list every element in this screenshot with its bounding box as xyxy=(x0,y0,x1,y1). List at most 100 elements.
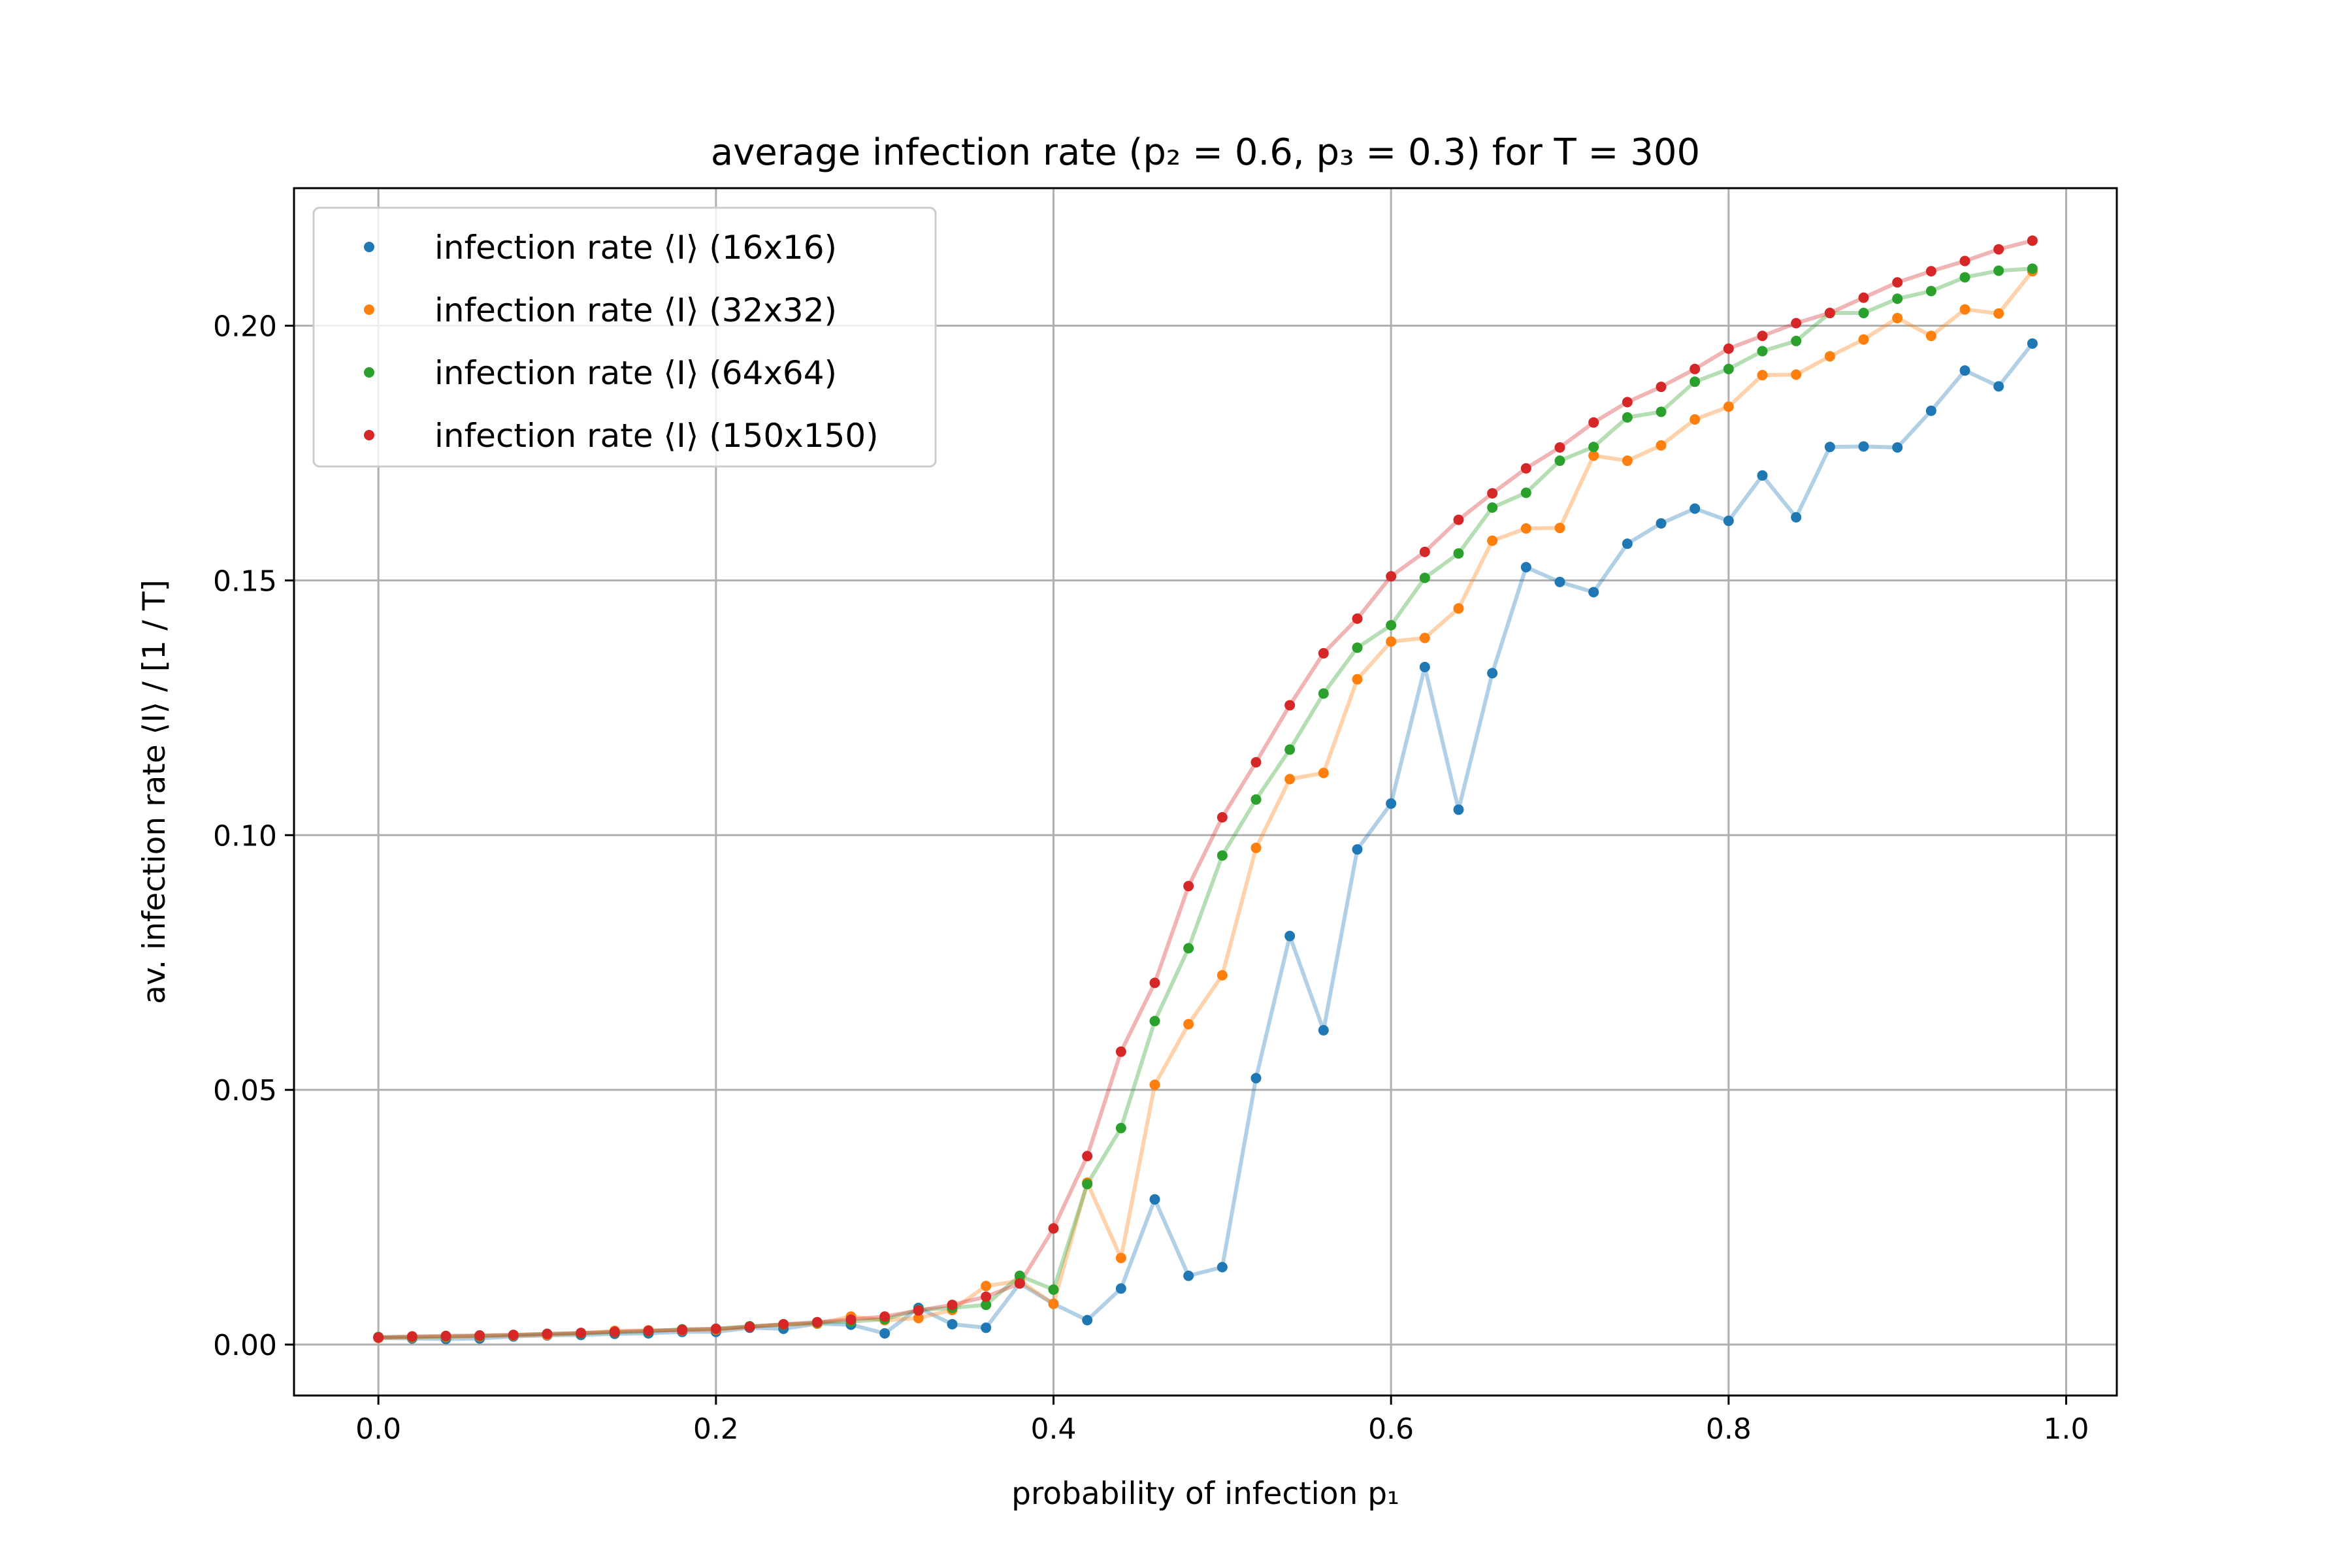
data-point-series-1 xyxy=(1723,401,1734,412)
data-point-series-3 xyxy=(1622,397,1633,408)
data-point-series-2 xyxy=(1858,308,1869,319)
y-tick-label: 0.05 xyxy=(213,1074,277,1107)
data-point-series-1 xyxy=(1690,414,1701,425)
data-point-series-0 xyxy=(1250,1073,1262,1084)
data-point-series-2 xyxy=(1791,335,1802,346)
data-point-series-0 xyxy=(1217,1262,1228,1273)
data-point-series-3 xyxy=(2027,235,2038,246)
data-point-series-3 xyxy=(1386,571,1397,582)
data-point-series-1 xyxy=(913,1313,924,1324)
data-point-series-1 xyxy=(1757,370,1768,381)
data-point-series-0 xyxy=(1824,442,1835,453)
data-point-series-3 xyxy=(1959,255,1970,267)
data-point-series-3 xyxy=(474,1330,485,1341)
data-point-series-2 xyxy=(1520,487,1531,498)
data-point-series-3 xyxy=(542,1328,553,1339)
data-point-series-2 xyxy=(1892,293,1903,304)
data-point-series-0 xyxy=(1925,405,1936,416)
data-point-series-2 xyxy=(1588,442,1599,453)
data-point-series-0 xyxy=(1318,1024,1329,1036)
data-point-series-3 xyxy=(744,1321,755,1332)
plot-frame xyxy=(293,187,2118,1397)
legend-marker-2 xyxy=(364,367,374,378)
data-point-series-2 xyxy=(1959,272,1970,283)
data-point-series-2 xyxy=(1487,502,1498,513)
data-point-series-3 xyxy=(1588,417,1599,428)
data-point-series-1 xyxy=(1622,455,1633,466)
data-point-series-2 xyxy=(1925,286,1936,297)
legend-label-3: infection rate ⟨I⟩ (150x150) xyxy=(434,417,879,455)
data-point-series-0 xyxy=(1791,512,1802,523)
data-point-series-3 xyxy=(1892,277,1903,288)
legend-label-1: infection rate ⟨I⟩ (32x32) xyxy=(434,291,837,329)
x-tick-label: 0.0 xyxy=(355,1413,401,1446)
legend-marker-1 xyxy=(364,304,374,315)
data-point-series-1 xyxy=(1487,535,1498,546)
data-point-series-0 xyxy=(1622,538,1633,549)
data-point-series-2 xyxy=(1149,1015,1160,1026)
data-point-series-1 xyxy=(1419,632,1430,644)
data-point-series-0 xyxy=(2027,338,2038,349)
data-point-series-0 xyxy=(981,1322,992,1333)
data-point-series-1 xyxy=(1993,308,2004,319)
legend: infection rate ⟨I⟩ (16x16) infection rate… xyxy=(312,206,937,468)
data-point-series-3 xyxy=(406,1331,417,1342)
data-point-series-3 xyxy=(1554,442,1565,453)
data-point-series-0 xyxy=(1959,365,1970,376)
data-point-series-3 xyxy=(778,1318,789,1330)
data-point-series-3 xyxy=(1183,881,1194,892)
data-point-series-1 xyxy=(1048,1298,1059,1309)
x-tick-label: 0.4 xyxy=(1031,1413,1077,1446)
data-point-series-1 xyxy=(1250,842,1262,853)
data-point-series-3 xyxy=(1487,488,1498,499)
y-tick-label: 0.20 xyxy=(213,310,277,344)
data-point-series-2 xyxy=(1656,406,1667,417)
data-point-series-2 xyxy=(1115,1122,1126,1134)
data-point-series-0 xyxy=(1082,1315,1093,1326)
legend-marker-3 xyxy=(364,430,374,440)
data-point-series-3 xyxy=(1791,318,1802,329)
data-point-series-2 xyxy=(1217,850,1228,861)
data-point-series-2 xyxy=(1014,1270,1025,1281)
data-point-series-3 xyxy=(1082,1151,1093,1162)
data-point-series-2 xyxy=(1993,265,2004,276)
data-point-series-2 xyxy=(1386,620,1397,631)
data-point-series-2 xyxy=(1622,412,1633,423)
data-point-series-1 xyxy=(1386,636,1397,647)
axis-ticks: 0.0 0.2 0.4 0.6 0.8 1.0 0.00 0.05 0.10 0.15 0.20 xyxy=(213,310,2089,1446)
data-point-series-0 xyxy=(947,1318,958,1330)
data-point-series-3 xyxy=(1858,292,1869,303)
data-point-series-2 xyxy=(1250,794,1262,805)
data-point-series-0 xyxy=(1284,930,1296,941)
data-point-series-2 xyxy=(1318,688,1329,699)
data-point-series-1 xyxy=(1115,1252,1126,1264)
legend-marker-0 xyxy=(364,242,374,252)
data-point-series-1 xyxy=(1453,603,1464,614)
data-point-series-3 xyxy=(1318,647,1329,659)
data-point-series-1 xyxy=(1352,674,1363,685)
data-point-series-1 xyxy=(1520,523,1531,534)
data-point-series-1 xyxy=(1656,440,1667,451)
y-tick-label: 0.00 xyxy=(213,1329,277,1362)
data-point-series-1 xyxy=(1149,1079,1160,1090)
data-point-series-3 xyxy=(1419,546,1430,557)
data-point-series-3 xyxy=(1824,308,1835,319)
data-point-series-3 xyxy=(1520,463,1531,474)
legend-label-0: infection rate ⟨I⟩ (16x16) xyxy=(434,229,837,267)
data-point-series-0 xyxy=(1386,798,1397,809)
y-tick-label: 0.15 xyxy=(213,564,277,598)
data-point-series-0 xyxy=(1892,442,1903,453)
data-point-series-2 xyxy=(1554,455,1565,466)
data-point-series-2 xyxy=(2027,263,2038,274)
data-point-series-2 xyxy=(1757,346,1768,357)
grid xyxy=(294,188,2117,1396)
x-tick-label: 0.2 xyxy=(693,1413,739,1446)
data-point-series-0 xyxy=(1115,1283,1126,1294)
data-point-series-3 xyxy=(1925,266,1936,277)
data-point-series-0 xyxy=(1757,470,1768,481)
data-point-series-3 xyxy=(609,1326,620,1337)
data-point-series-3 xyxy=(913,1305,924,1316)
data-point-series-1 xyxy=(1183,1019,1194,1030)
data-point-series-3 xyxy=(1284,700,1296,711)
